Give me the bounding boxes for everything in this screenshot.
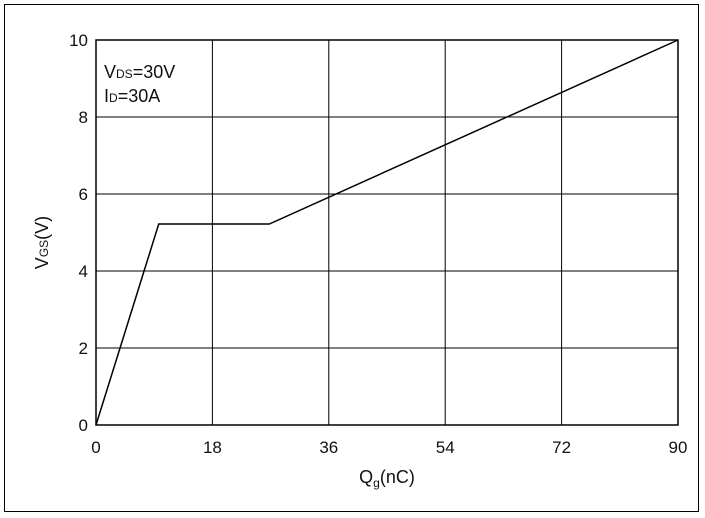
x-tick-label: 54 [436, 438, 455, 457]
y-axis-label: VGS(V) [32, 216, 52, 269]
x-tick-label: 0 [91, 438, 100, 457]
y-tick-label: 8 [79, 108, 88, 127]
y-tick-label: 6 [79, 185, 88, 204]
x-axis-label: Qg(nC) [359, 467, 415, 490]
y-axis-ticks: 0 2 4 6 8 10 [69, 31, 88, 435]
annotation-id: ID=30A [104, 86, 160, 106]
annotation-vds: VDS=30V [104, 62, 175, 82]
plot-area [96, 40, 678, 425]
x-axis-ticks: 0 18 36 54 72 90 [91, 438, 687, 457]
x-tick-label: 18 [203, 438, 222, 457]
series-line [96, 40, 678, 425]
y-tick-label: 2 [79, 339, 88, 358]
x-tick-label: 90 [669, 438, 688, 457]
x-tick-label: 36 [319, 438, 338, 457]
grid [96, 40, 678, 425]
y-tick-label: 10 [69, 31, 88, 50]
y-tick-label: 0 [79, 416, 88, 435]
x-tick-label: 72 [552, 438, 571, 457]
y-tick-label: 4 [79, 262, 88, 281]
